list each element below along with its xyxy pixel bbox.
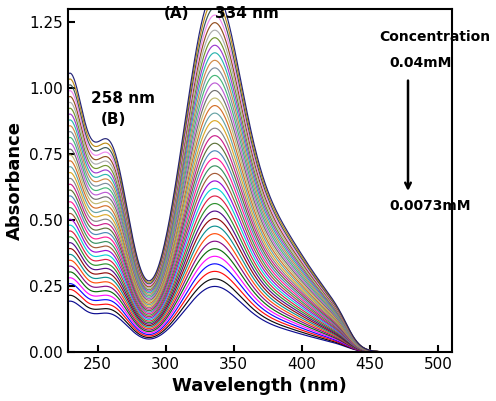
Text: (B): (B) <box>100 112 126 127</box>
Text: 0.0073mM: 0.0073mM <box>389 198 470 213</box>
Text: 334 nm: 334 nm <box>215 6 279 22</box>
Text: Concentration: Concentration <box>379 30 491 44</box>
Text: 0.04mM: 0.04mM <box>389 56 451 70</box>
Y-axis label: Absorbance: Absorbance <box>5 121 23 240</box>
Text: (A): (A) <box>164 6 189 22</box>
X-axis label: Wavelength (nm): Wavelength (nm) <box>172 377 347 395</box>
Text: 258 nm: 258 nm <box>91 91 155 106</box>
